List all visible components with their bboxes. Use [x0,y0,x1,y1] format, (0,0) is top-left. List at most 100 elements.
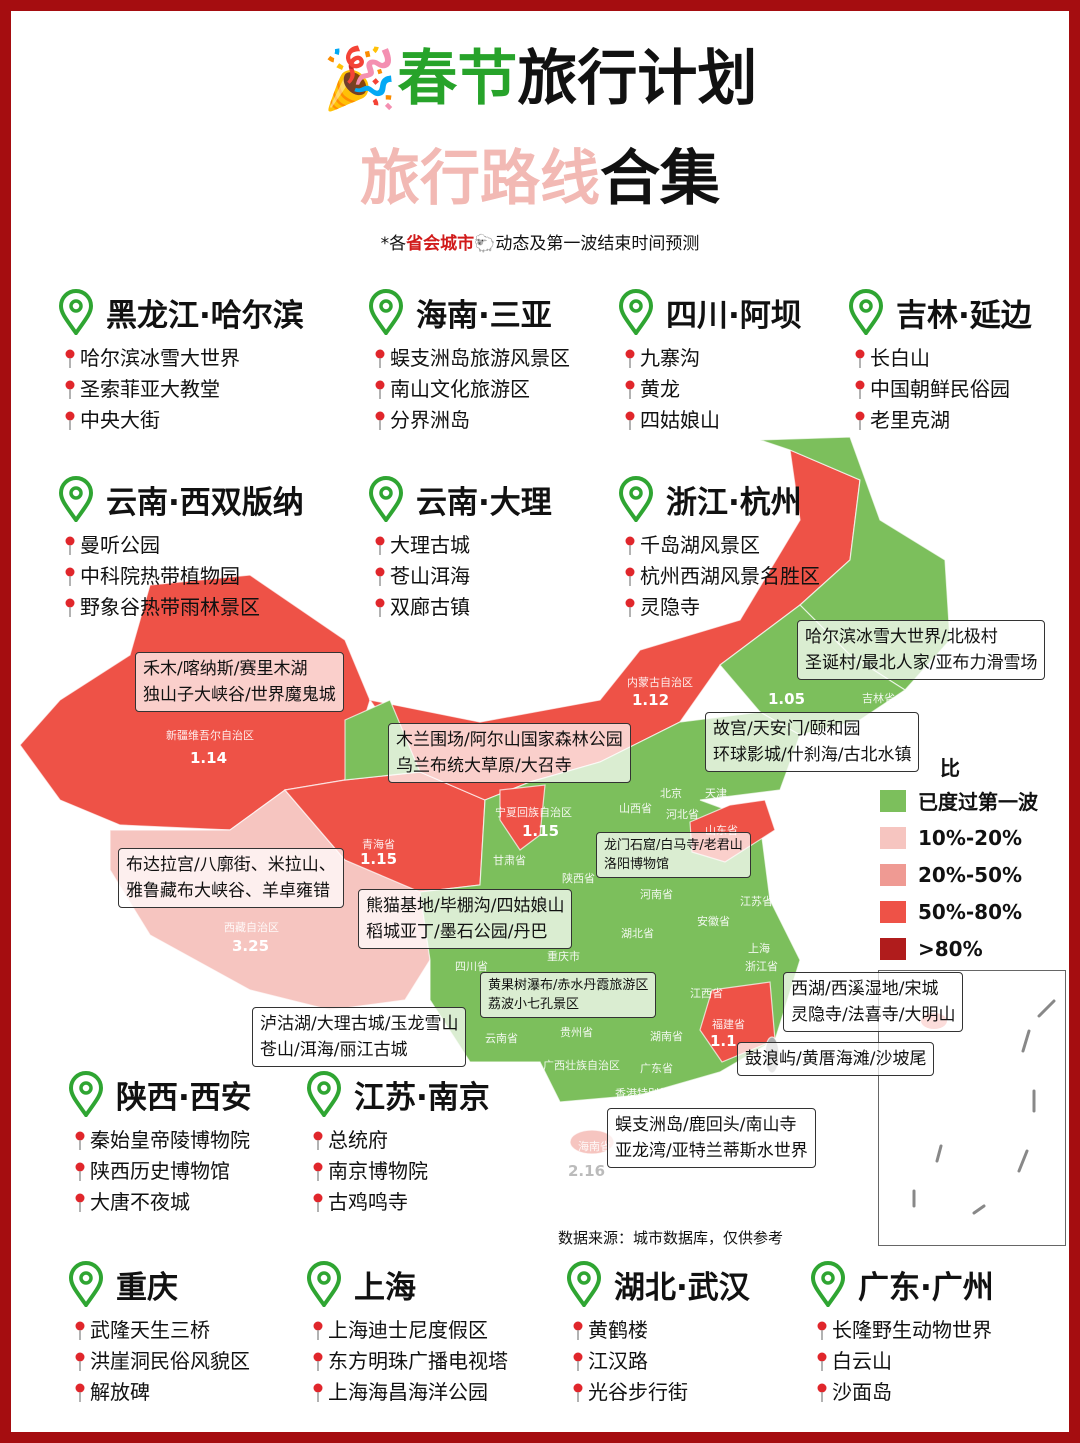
attraction-name: 曼听公园 [80,533,160,557]
red-pin-icon [625,349,635,368]
legend-swatch [880,900,906,923]
callout-line: 雅鲁藏布大峡谷、羊卓雍错 [126,881,330,901]
section-title: 黑龙江·哈尔滨 [106,297,304,334]
red-pin-icon [313,1321,323,1340]
attraction-item: 圣索菲亚大教堂 [64,374,304,405]
red-pin-icon [817,1383,827,1402]
callout-line: 环球影城/什刹海/古北水镇 [713,745,912,765]
attraction-item: 九寨沟 [624,343,802,374]
red-pin-icon [65,349,75,368]
attraction-name: 江汉路 [588,1349,648,1373]
section-title: 海南·三亚 [416,297,552,334]
callout-line: 龙门石窟/白马寺/老君山 [604,838,743,853]
location-pin-icon [848,289,884,335]
province-value: 2.16 [568,1162,606,1180]
location-pin-icon [618,289,654,335]
legend-item: 已度过第一波 [880,782,1038,819]
section-header: 浙江·杭州 [618,474,820,524]
section-title: 江苏·南京 [354,1079,490,1116]
attraction-callout: 蜈支洲岛/鹿回头/南山寺 亚龙湾/亚特兰蒂斯水世界 [607,1108,816,1168]
attraction-item: 哈尔滨冰雪大世界 [64,343,304,374]
attraction-name: 白云山 [832,1349,892,1373]
legend-label: 已度过第一波 [918,790,1038,814]
subtitle-pink: 旅行路线 [360,144,600,214]
attraction-item: 沙面岛 [816,1377,994,1408]
attraction-list: 秦始皇帝陵博物院陕西历史博物馆 大唐不夜城 [74,1125,252,1218]
callout-line: 哈尔滨冰雪大世界/北极村 [805,627,998,647]
attraction-list: 九寨沟 黄龙 四姑娘山 [624,343,802,436]
red-pin-icon [625,380,635,399]
attraction-name: 哈尔滨冰雪大世界 [80,346,240,370]
red-pin-icon [855,349,865,368]
attraction-item: 大唐不夜城 [74,1187,252,1218]
attraction-item: 上海迪士尼度假区 [312,1315,508,1346]
section-header: 云南·大理 [368,474,552,524]
destination-section: 吉林·延边 长白山 中国朝鲜民俗园 老里克湖 [848,287,1032,436]
attraction-item: 白云山 [816,1346,994,1377]
destination-section: 云南·大理 大理古城 苍山洱海 双廊古镇 [368,474,552,623]
callout-line: 洛阳博物馆 [604,857,670,872]
note-suffix: 动态及第一波结束时间预测 [495,234,700,254]
province-label: 海南省 [578,1140,611,1153]
legend-item: 10%-20% [880,819,1038,856]
attraction-item: 杭州西湖风景名胜区 [624,561,820,592]
party-popper-icon: 🎉 [322,44,398,114]
attraction-callout: 禾木/喀纳斯/赛里木湖 独山子大峡谷/世界魔鬼城 [135,652,344,712]
legend-swatch [880,826,906,849]
attraction-item: 南山文化旅游区 [374,374,570,405]
section-header: 云南·西双版纳 [58,474,304,524]
attraction-name: 东方明珠广播电视塔 [328,1349,508,1373]
province-value: 1.1 [710,1032,737,1050]
red-pin-icon [625,411,635,430]
section-title: 四川·阿坝 [666,297,802,334]
section-title: 浙江·杭州 [666,484,802,521]
section-header: 黑龙江·哈尔滨 [58,287,304,337]
legend-title: 比 [940,756,960,780]
location-pin-icon [618,476,654,522]
attraction-name: 南京博物院 [328,1159,428,1183]
province-value: 3.25 [232,937,270,955]
section-header: 重庆 [68,1259,250,1309]
attraction-name: 古鸡鸣寺 [328,1190,408,1214]
attraction-callout: 布达拉宫/八廓街、米拉山、 雅鲁藏布大峡谷、羊卓雍错 [118,848,344,908]
attraction-name: 解放碑 [90,1380,150,1404]
red-pin-icon [65,380,75,399]
callout-line: 苍山/洱海/丽江古城 [260,1040,408,1060]
legend-swatch [880,789,906,812]
attraction-name: 长白山 [870,346,930,370]
attraction-item: 光谷步行街 [572,1377,750,1408]
attraction-name: 武隆天生三桥 [90,1318,210,1342]
province-label: 江西省 [690,987,723,1000]
attraction-item: 中国朝鲜民俗园 [854,374,1032,405]
destination-section: 海南·三亚 蜈支洲岛旅游风景区 南山文化旅游区 分界洲岛 [368,287,570,436]
red-pin-icon [375,411,385,430]
province-ningxia [499,784,546,851]
attraction-name: 杭州西湖风景名胜区 [640,564,820,588]
attraction-name: 秦始皇帝陵博物院 [90,1128,250,1152]
callout-line: 亚龙湾/亚特兰蒂斯水世界 [615,1141,808,1161]
callout-line: 泸沽湖/大理古城/玉龙雪山 [260,1014,459,1034]
attraction-item: 东方明珠广播电视塔 [312,1346,508,1377]
red-pin-icon [313,1162,323,1181]
section-header: 上海 [306,1259,508,1309]
attraction-callout: 龙门石窟/白马寺/老君山 洛阳博物馆 [596,832,751,878]
attraction-name: 黄鹤楼 [588,1318,648,1342]
destination-section: 陕西·西安秦始皇帝陵博物院陕西历史博物馆 大唐不夜城 [68,1069,252,1218]
attraction-callout: 熊猫基地/毕棚沟/四姑娘山 稻城亚丁/墨石公园/丹巴 [358,889,573,949]
red-pin-icon [573,1383,583,1402]
province-label: 陕西省 [562,872,595,885]
province-label: 江苏省 [740,895,773,908]
attraction-item: 陕西历史博物馆 [74,1156,252,1187]
attraction-name: 上海海昌海洋公园 [328,1380,488,1404]
legend-item: 50%-80% [880,893,1038,930]
destination-section: 重庆 武隆天生三桥 洪崖洞民俗风貌区 解放碑 [68,1259,250,1408]
section-header: 陕西·西安 [68,1069,252,1119]
red-pin-icon [375,536,385,555]
callout-line: 木兰围场/阿尔山国家森林公园 [396,730,623,750]
legend-item: 20%-50% [880,856,1038,893]
map-legend: 比 已度过第一波 10%-20% 20%-50% 50%-80% >80% [880,752,1038,967]
province-label: 内蒙古自治区 [627,676,693,689]
attraction-item: 上海海昌海洋公园 [312,1377,508,1408]
callout-line: 蜈支洲岛/鹿回头/南山寺 [615,1115,797,1135]
location-pin-icon [68,1071,104,1117]
